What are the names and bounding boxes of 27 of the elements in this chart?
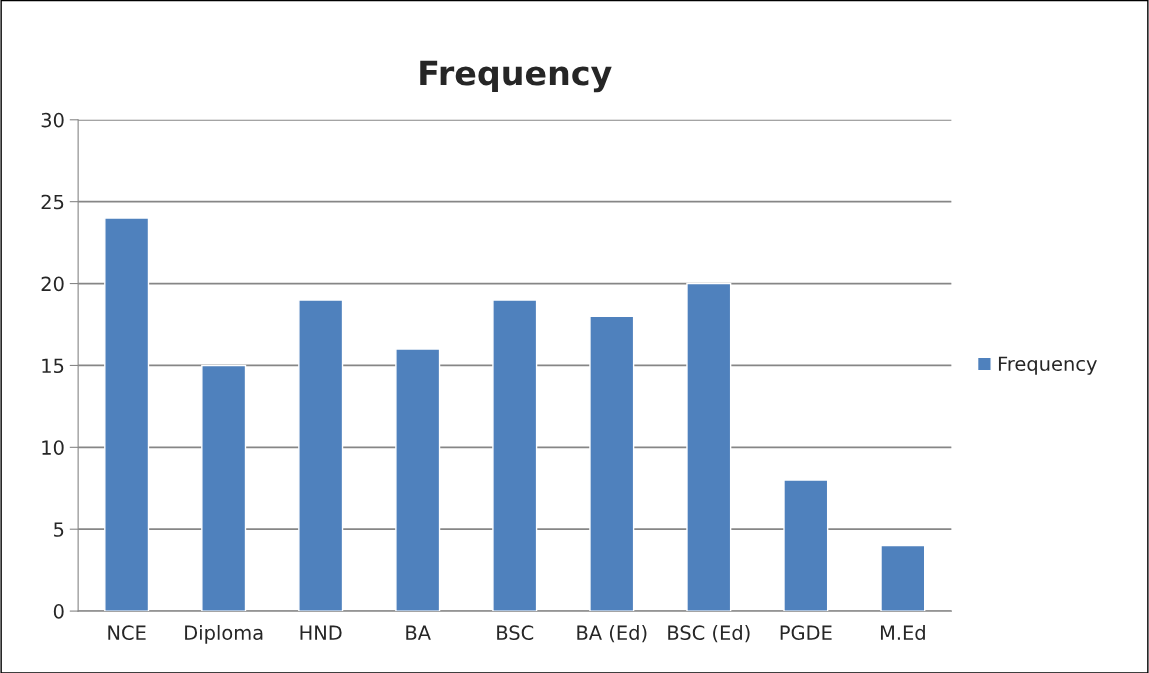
- y-tick-label: 20: [41, 276, 64, 292]
- y-tick-label: 0: [53, 604, 64, 619]
- x-tick-label: BA: [406, 625, 431, 640]
- y-tick-label: 15: [42, 358, 64, 374]
- x-tick-label: NCE: [108, 625, 146, 641]
- x-tick-label: Diploma: [185, 624, 263, 644]
- x-tick-label: BA (Ed): [577, 624, 647, 643]
- legend-label: Frequency: [998, 356, 1097, 375]
- y-tick-label: 25: [41, 194, 64, 210]
- bar: [686, 282, 732, 612]
- bar: [104, 217, 150, 612]
- x-tick-label: PGDE: [780, 625, 832, 641]
- x-tick-label: BSC: [497, 625, 534, 641]
- x-tick-label: BSC (Ed): [668, 624, 750, 643]
- x-tick-label: HND: [300, 625, 342, 640]
- y-tick-label: 10: [42, 440, 64, 455]
- y-tick-label: 5: [54, 522, 64, 537]
- bar: [298, 299, 344, 612]
- bar: [783, 479, 829, 612]
- x-tick-label: M.Ed: [880, 624, 925, 641]
- bar: [395, 348, 441, 612]
- bar: [492, 299, 538, 612]
- y-tick-label: 30: [41, 112, 64, 128]
- bar: [201, 364, 247, 612]
- chart-title: Frequency: [420, 60, 612, 93]
- bar: [880, 544, 926, 612]
- bar: [589, 315, 635, 612]
